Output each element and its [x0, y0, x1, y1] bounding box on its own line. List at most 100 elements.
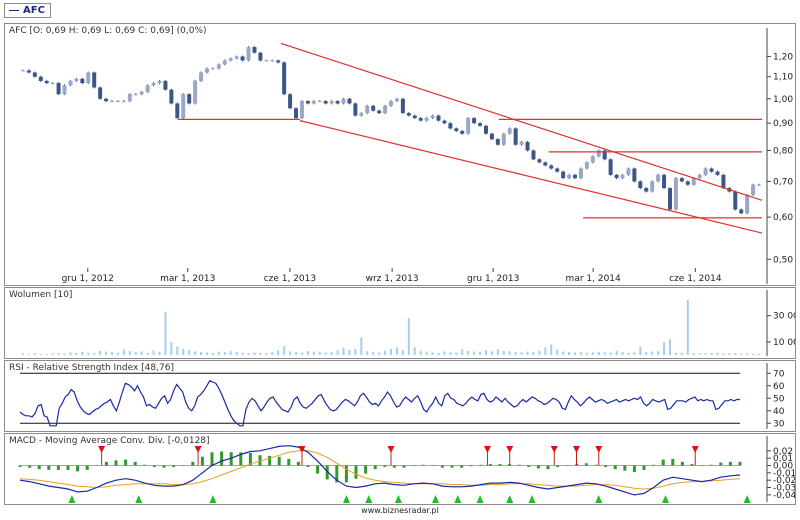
macd-histogram-bar	[104, 461, 108, 466]
price-chart-group: 0,50 0,60 0,70 0,80 0,90 1,00 1,10 1,20 gru 1, 2…	[20, 28, 793, 284]
price-candle	[632, 168, 637, 182]
volume-bar	[51, 353, 54, 355]
volume-bar	[205, 352, 208, 355]
macd-histogram-bar	[364, 465, 368, 474]
volume-bar	[722, 353, 725, 355]
price-candle	[614, 174, 619, 179]
price-candle	[32, 72, 37, 77]
ticker-legend-tag[interactable]: AFC	[4, 3, 51, 18]
price-candle	[531, 150, 536, 160]
price-candle	[679, 178, 684, 182]
volume-bar	[740, 353, 743, 355]
price-candle	[448, 123, 453, 129]
rsi-panel[interactable]: 30 40 50 60 70 RSI - Relative Strength Index…	[4, 360, 796, 432]
price-candle	[44, 80, 49, 84]
macd-histogram-bar	[287, 458, 291, 466]
volume-bar	[318, 351, 321, 355]
macd-histogram-bar	[18, 465, 22, 467]
volume-bar	[556, 349, 559, 355]
volume-bar	[698, 353, 701, 355]
macd-histogram-bar	[85, 465, 89, 470]
price-candle	[466, 118, 471, 134]
volume-bar	[692, 353, 695, 355]
macd-panel[interactable]: 0,02 0,01 0,00 -0,01 -0,02 -0,03 -0,04 MACD - …	[4, 433, 796, 505]
volume-bar	[81, 351, 84, 355]
volume-bar	[306, 351, 309, 355]
price-candle	[620, 174, 625, 179]
volume-bar	[146, 352, 149, 355]
price-candle	[412, 115, 417, 119]
macd-histogram-bar	[642, 465, 646, 470]
macd-histogram-bar	[652, 464, 656, 466]
price-candle	[193, 80, 198, 104]
price-candle	[110, 101, 115, 103]
rsi-y-tick-label: 60	[773, 382, 785, 392]
price-y-tick-label: 0,70	[773, 177, 793, 187]
macd-histogram-bar	[690, 464, 694, 466]
macd-histogram-bar	[421, 464, 425, 466]
macd-histogram-bar	[632, 465, 636, 473]
price-candle	[341, 98, 346, 104]
price-candle	[673, 178, 678, 210]
volume-bar	[746, 353, 749, 355]
price-candle	[406, 113, 411, 116]
price-candle	[157, 80, 162, 84]
macd-histogram-bar	[623, 465, 627, 471]
volume-bar	[668, 339, 671, 355]
macd-histogram-bar	[200, 456, 204, 466]
price-y-tick-label: 0,50	[773, 255, 793, 265]
macd-histogram-bar	[604, 465, 608, 467]
buy-signal-marker	[394, 495, 402, 503]
macd-y-tick-label: 0,01	[773, 454, 793, 464]
volume-bar	[164, 311, 167, 355]
sell-signal-marker	[550, 446, 558, 453]
trend-channel-line	[280, 42, 763, 201]
volume-bar	[229, 351, 232, 355]
price-candle	[317, 101, 322, 103]
macd-histogram-bar	[565, 465, 569, 466]
macd-y-tick-label: -0,02	[773, 476, 795, 486]
volume-bar	[716, 352, 719, 355]
volume-bar	[45, 354, 48, 355]
price-candle	[169, 89, 174, 104]
price-x-tick-label: mar 1, 2014	[566, 274, 621, 284]
volume-panel[interactable]: 10 000 30 000 Wolumen [10]	[4, 287, 796, 359]
macd-histogram-bar	[181, 465, 185, 466]
price-x-tick-label: gru 1, 2013	[467, 274, 519, 284]
price-candle	[478, 123, 483, 126]
buy-signal-marker	[454, 495, 462, 503]
price-candle	[50, 83, 55, 85]
buy-signal-marker	[662, 495, 670, 503]
volume-bar	[407, 318, 410, 355]
volume-bar	[479, 351, 482, 355]
macd-histogram-bar	[248, 453, 252, 466]
price-candle	[667, 188, 672, 210]
buy-signal-marker	[476, 495, 484, 503]
price-panel[interactable]: 0,50 0,60 0,70 0,80 0,90 1,00 1,10 1,20 gru 1, 2…	[4, 23, 796, 286]
price-candle	[240, 56, 245, 61]
price-candle	[555, 168, 560, 172]
volume-bar	[39, 353, 42, 355]
sell-signal-marker	[595, 446, 603, 453]
price-candle	[430, 115, 435, 119]
price-candle	[92, 72, 97, 88]
volume-bar	[170, 341, 173, 355]
price-candle	[596, 150, 601, 157]
volume-bar	[562, 351, 565, 355]
volume-bar	[87, 352, 90, 355]
macd-histogram-bar	[728, 461, 732, 466]
price-candle	[650, 181, 655, 192]
buy-signal-marker	[365, 495, 373, 503]
volume-bar	[568, 351, 571, 355]
volume-bar	[176, 346, 179, 355]
sell-signal-marker	[573, 446, 580, 453]
macd-y-tick-label: -0,03	[773, 484, 795, 494]
volume-bar	[378, 352, 381, 355]
volume-bar	[295, 352, 298, 355]
volume-bar	[674, 352, 677, 355]
volume-bar	[431, 352, 434, 355]
volume-bar	[502, 351, 505, 355]
volume-bar	[372, 351, 375, 355]
macd-histogram-bar	[152, 465, 156, 467]
price-candle	[163, 80, 168, 90]
